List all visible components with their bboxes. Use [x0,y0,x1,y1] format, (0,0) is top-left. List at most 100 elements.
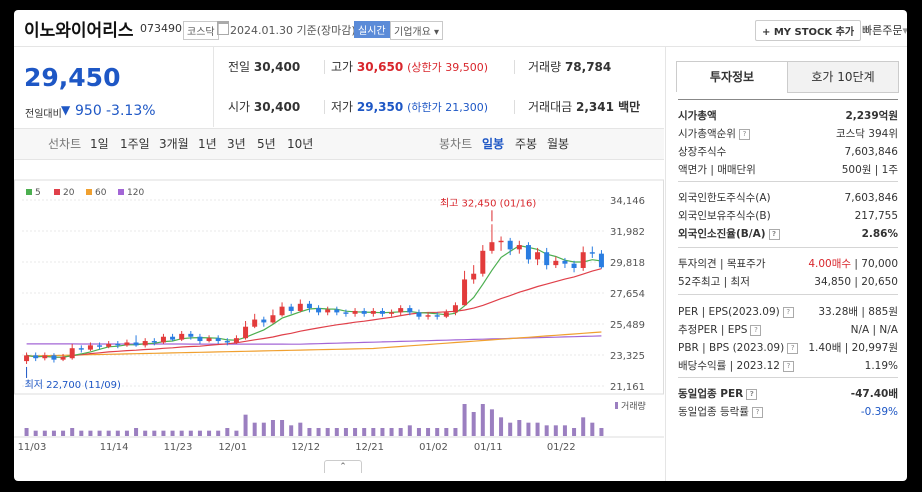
volume-bar [343,428,348,436]
info-row: 액면가 | 매매단위 500원 | 1주 [678,161,898,179]
volume-label: 거래량 [528,60,562,74]
tab-hoga-10[interactable]: 호가 10단계 [787,61,899,93]
candle-body [507,240,513,250]
volume-bar [489,409,494,436]
volume-legend-label: 거래량 [621,400,646,412]
help-icon[interactable]: ? [746,388,758,400]
candle-body [544,252,550,266]
volume-bar [389,428,394,436]
help-icon[interactable]: ? [751,406,763,418]
info-label: 시가총액순위? [678,125,750,143]
candle-body [498,240,504,243]
candle-body [197,336,203,342]
help-icon[interactable]: ? [782,306,794,318]
add-mystock-button[interactable]: + MY STOCK 추가 [755,20,862,41]
date-text: 2024.01.30 기준(장마감) [230,24,356,37]
volume-bar [316,428,321,436]
volume-bar [216,430,221,436]
period-1w[interactable]: 1주일 [120,137,150,151]
candle-body [443,312,449,317]
candle-body [270,315,276,323]
change-rate: -3.13% [106,103,156,119]
y-tick-label: 29,818 [610,258,645,269]
volume-bar [225,428,230,436]
info-row: 외국인한도주식수(A) 7,603,846 [678,189,898,207]
period-10y[interactable]: 10년 [287,137,314,151]
period-1d[interactable]: 1일 [90,137,109,151]
volume-bar [261,422,266,436]
low-cell: 저가 29,350 (하한가 21,300) [331,87,488,127]
help-icon[interactable]: ? [768,228,780,240]
info-label: 52주최고 | 최저 [678,276,750,288]
volume-bar [179,430,184,436]
candlestick-chart[interactable]: 34,146 31,982 29,818 27,654 25,489 23,325 21,1… [14,160,664,460]
quote-table: 전일 30,400 고가 30,650 (상한가 39,500) 거래량 78,… [214,47,664,127]
info-row: 동일업종 PER? -47.40배 [678,385,898,403]
candle-body [24,355,30,362]
candle-body [525,245,531,260]
info-label: 상장주식수 [678,146,727,158]
candle-body [379,310,385,314]
quick-order-button[interactable]: 빠른주문▾ [862,22,907,38]
info-value: 7,603,846 [845,189,898,207]
period-5y[interactable]: 5년 [257,137,276,151]
volume-bar [197,430,202,436]
ticker-code: 073490 [140,22,182,35]
info-value-text: 7,603,846 [844,192,898,204]
y-tick-label: 21,161 [610,382,645,393]
info-value-text: 7,603,846 [844,146,898,158]
help-icon[interactable]: ? [750,324,762,336]
open-label: 시가 [228,100,251,114]
volume-bar [24,428,29,436]
low-label: 저가 [331,100,354,114]
ma-line-60 [26,331,602,357]
volume-bar [170,430,175,436]
company-info-button[interactable]: 기업개요 ▾ [390,21,444,40]
line-chart-label[interactable]: 선차트 [48,137,82,151]
volume-bar [444,428,449,436]
period-3y[interactable]: 3년 [227,137,246,151]
candle-weekly[interactable]: 주봉 [515,137,538,151]
candle-body [407,308,413,313]
tab-invest-info[interactable]: 투자정보 [676,61,788,92]
realtime-badge[interactable]: 실시간 [354,21,390,38]
candle-body [279,306,285,316]
candle-monthly[interactable]: 월봉 [547,137,570,151]
period-1y[interactable]: 1년 [198,137,217,151]
volume-bar [334,428,339,436]
upper-limit: (상한가 39,500) [407,61,488,74]
help-icon[interactable]: ? [782,360,794,372]
volume-bar [106,430,111,436]
help-icon[interactable]: ? [787,342,799,354]
volume-bar [499,417,504,436]
legend-swatch [26,189,32,195]
ma-line-120 [26,335,602,345]
candle-chart-label[interactable]: 봉차트 [439,137,473,151]
volume-bar [207,430,212,436]
market-badge: 코스닥 [183,21,219,40]
y-tick-label: 34,146 [610,196,645,207]
info-value-text: 2.86% [861,228,898,240]
candle-body [562,260,568,264]
opinion-value: 4.00매수 [808,258,852,270]
info-label: 배당수익률 | 2023.12? [678,357,794,375]
volume-bar [407,425,412,436]
candle-body [352,310,358,314]
volume-bar [70,428,75,436]
info-value: 2,239억원 [845,107,898,125]
info-label: PER | EPS(2023.09)? [678,303,794,321]
help-icon[interactable]: ? [738,128,750,140]
candle-body [598,253,604,268]
volume-bar [88,430,93,436]
candle-daily[interactable]: 일봉 [482,137,505,151]
period-3m[interactable]: 3개월 [159,137,189,151]
volume-bar [243,414,248,436]
legend-swatch [54,189,60,195]
candle-body [489,242,495,251]
volume-bar [362,428,367,436]
chevron-up-icon[interactable]: ⌃ [324,460,362,473]
high-cell: 고가 30,650 (상한가 39,500) [331,47,488,87]
candle-body [78,348,84,350]
legend-label: 5 [35,188,41,198]
info-value-text: 1.19% [864,360,898,372]
